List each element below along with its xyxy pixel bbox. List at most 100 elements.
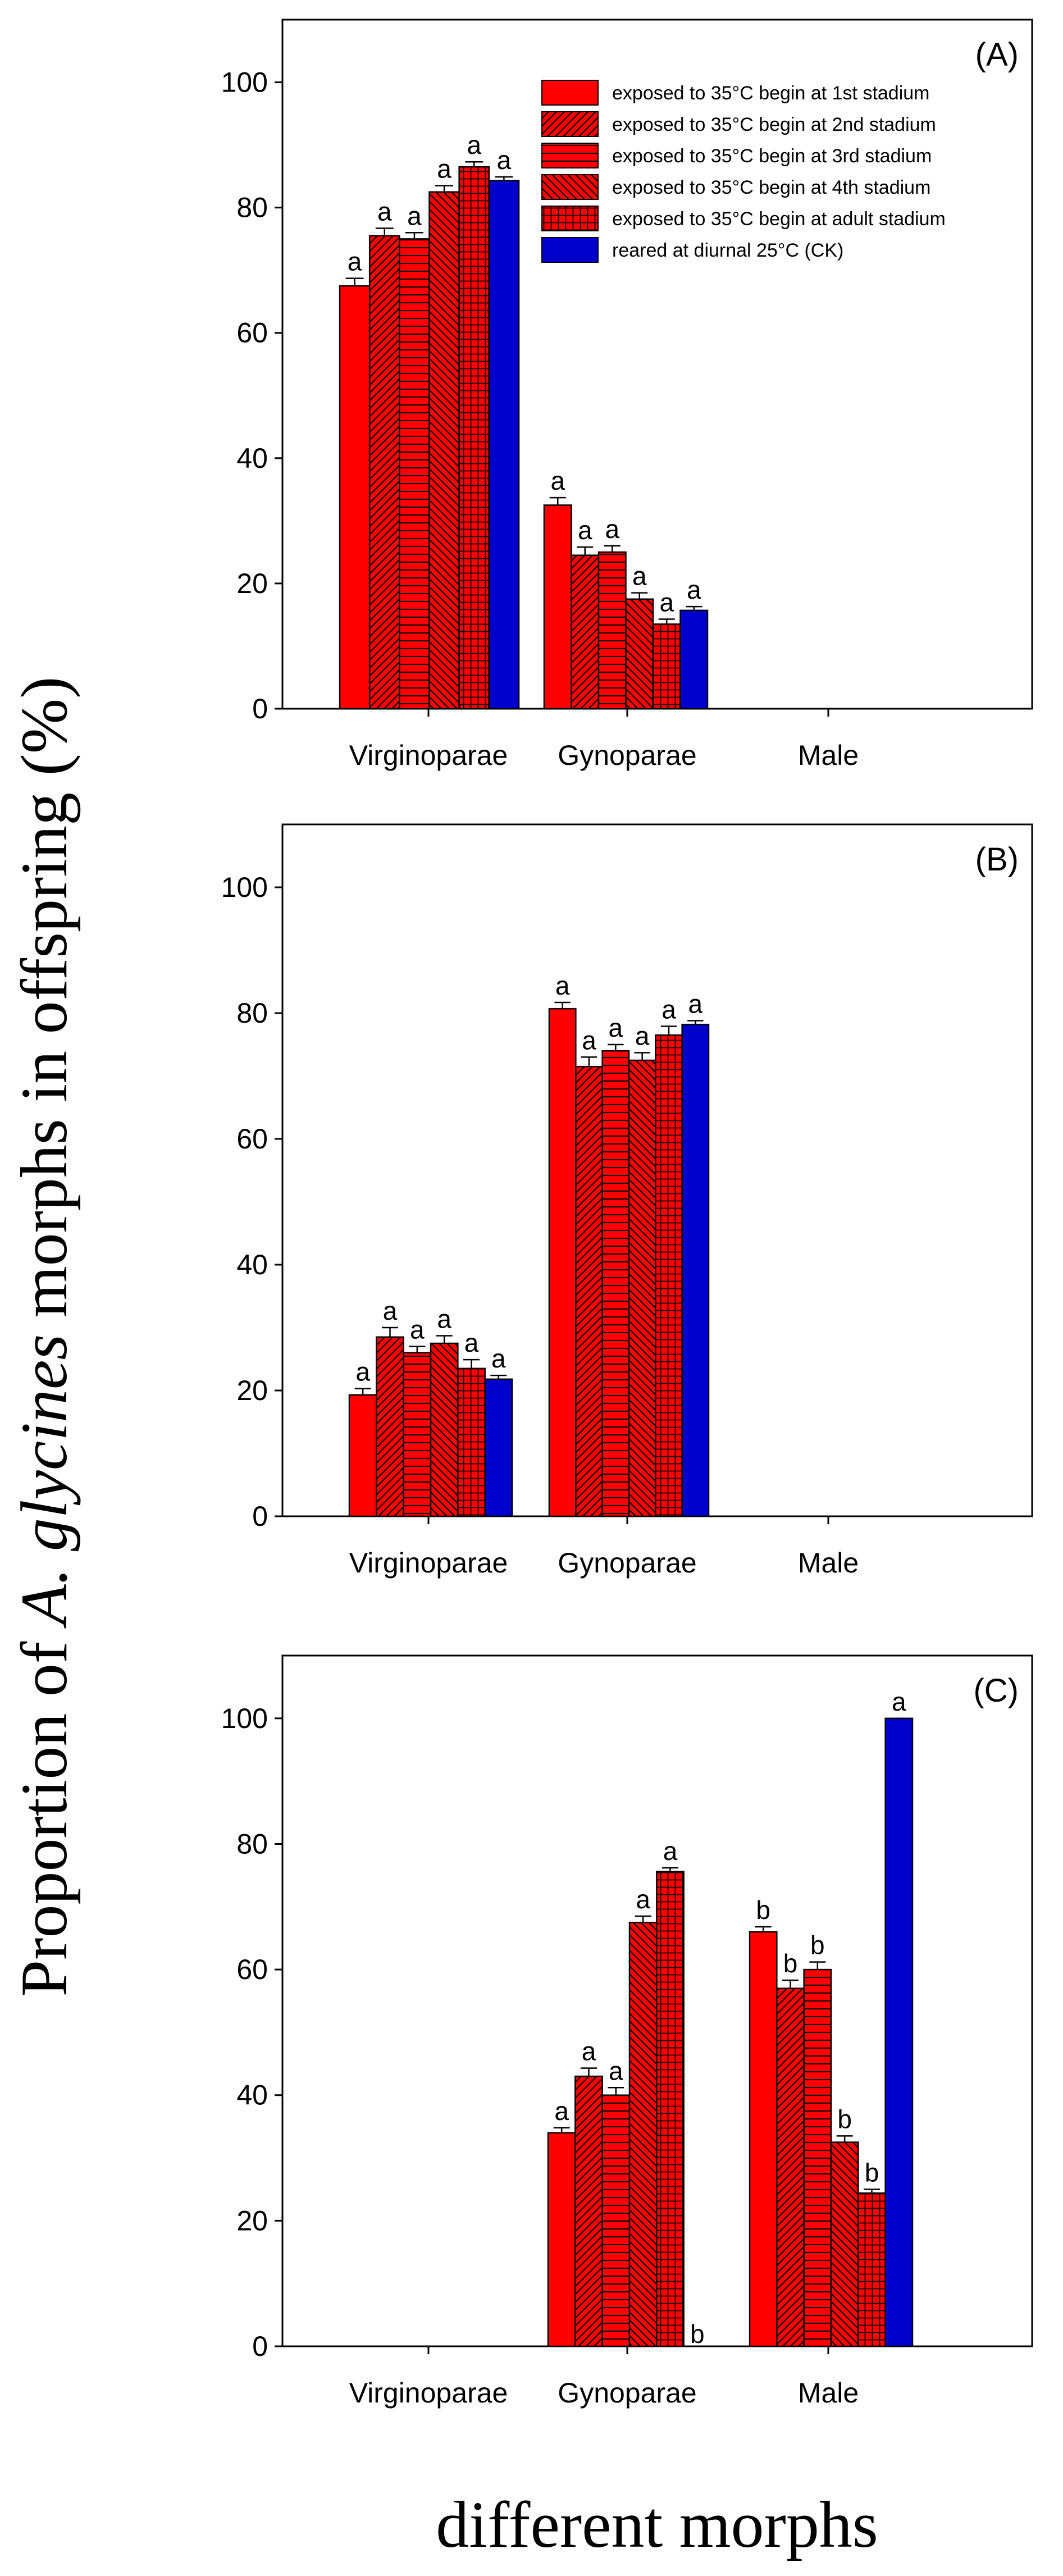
y-tick-label: 40 [236, 2080, 268, 2111]
bar [399, 238, 430, 710]
panel-label: (C) [973, 1672, 1019, 1709]
bar [548, 1007, 577, 1517]
significance-letter: b [810, 1931, 825, 1960]
significance-letter: a [464, 1328, 479, 1357]
bar [543, 504, 572, 710]
significance-letter: a [635, 1022, 650, 1051]
bar [458, 166, 490, 710]
y-axis-label-species: A. glycines [7, 1334, 81, 1629]
significance-letter: a [636, 1885, 650, 1914]
significance-letter: a [605, 514, 619, 544]
significance-letter: a [348, 247, 362, 276]
panel-label: (B) [975, 841, 1019, 878]
x-tick-label: Virginoparae [349, 740, 508, 771]
y-tick-label: 100 [221, 872, 268, 903]
bar [547, 2132, 576, 2347]
legend-swatch [541, 80, 599, 106]
significance-letter: a [377, 197, 392, 226]
significance-letter: b [756, 1895, 770, 1925]
legend: exposed to 35°C begin at 1st stadium expo… [541, 80, 946, 263]
bar [428, 191, 460, 710]
bar [681, 1023, 710, 1517]
bar [430, 1342, 459, 1517]
bar [628, 1059, 656, 1517]
x-tick-label: Male [798, 740, 859, 771]
significance-letter: a [383, 1296, 398, 1325]
significance-letter: a [687, 575, 701, 604]
x-tick-label: Virginoparae [349, 2377, 508, 2409]
significance-letter: b [690, 2319, 705, 2349]
bar [884, 1717, 914, 2347]
significance-letter: a [355, 1357, 370, 1387]
significance-letter: a [892, 1687, 906, 1716]
legend-label: exposed to 35°C begin at 4th stadium [612, 177, 930, 198]
significance-letter: a [497, 145, 512, 175]
legend-label: exposed to 35°C begin at 2nd stadium [612, 114, 936, 135]
y-tick-label: 20 [236, 1375, 268, 1406]
legend-swatch [541, 174, 599, 200]
y-axis-label-suffix: morphs in offspring (%) [7, 677, 81, 1334]
bar [857, 2192, 886, 2347]
significance-letter: a [661, 995, 676, 1024]
bar [601, 2094, 631, 2347]
y-tick-label: 60 [236, 1954, 268, 1985]
panel-c: 0 20 40 60 80 100 Virginoparae Gynoparae Male (C)… [221, 1654, 1033, 2409]
significance-letter: a [578, 516, 592, 545]
y-tick-label: 20 [236, 2205, 268, 2236]
y-axis-label: Proportion of A. glycines morphs in offs… [7, 677, 81, 1997]
bar [597, 551, 627, 710]
panel-label: (A) [975, 37, 1019, 73]
legend-label: exposed to 35°C begin at 1st stadium [612, 83, 930, 104]
significance-letter: a [582, 1025, 596, 1055]
bar [749, 1931, 778, 2347]
bar [656, 1871, 685, 2347]
bar [571, 554, 600, 710]
bar [628, 1921, 658, 2347]
y-tick-label: 0 [252, 2331, 268, 2362]
y-tick-label: 20 [236, 568, 268, 599]
significance-letter: a [467, 130, 481, 159]
y-tick-label: 80 [236, 1828, 268, 1859]
significance-letter: a [550, 466, 565, 495]
bar [679, 609, 709, 710]
significance-letter: a [663, 1836, 678, 1866]
x-tick-label: Male [798, 2377, 859, 2409]
bar [368, 235, 400, 710]
bar [625, 598, 654, 710]
legend-swatch [541, 237, 599, 263]
significance-letter: a [688, 989, 703, 1018]
bar [655, 1034, 683, 1517]
y-tick-label: 40 [236, 443, 268, 474]
legend-label: reared at diurnal 25°C (CK) [612, 240, 843, 261]
bar [830, 2141, 859, 2347]
bar [575, 1065, 603, 1517]
significance-letter: a [437, 154, 451, 184]
significance-letter: a [407, 201, 422, 230]
panel-a: 0 20 40 60 80 100 Virginoparae Gynoparae Male (A)… [221, 19, 1033, 771]
legend-swatch [541, 143, 599, 168]
y-axis-label-prefix: Proportion of [7, 1625, 81, 1996]
bar [484, 1378, 513, 1517]
legend-label: exposed to 35°C begin at 3rd stadium [612, 145, 932, 167]
significance-letter: a [659, 587, 674, 617]
bar [601, 1050, 630, 1517]
bar [376, 1336, 404, 1517]
significance-letter: a [491, 1344, 506, 1373]
bar [803, 1968, 832, 2347]
bar [652, 623, 681, 710]
legend-label: exposed to 35°C begin at adult stadium [612, 208, 946, 230]
x-tick-label: Gynoparae [558, 740, 696, 771]
significance-letter: b [783, 1949, 798, 1978]
y-tick-label: 0 [252, 693, 268, 724]
significance-letter: b [865, 2158, 879, 2187]
significance-letter: a [582, 2037, 596, 2066]
y-tick-label: 40 [236, 1249, 268, 1280]
bar [776, 1987, 805, 2347]
y-tick-label: 100 [221, 67, 268, 98]
y-tick-label: 80 [236, 997, 268, 1029]
chart-panels: 0 20 40 60 80 100 Virginoparae Gynoparae Male (A)… [221, 19, 1033, 2409]
x-tick-label: Virginoparae [349, 1547, 508, 1579]
bar [348, 1394, 377, 1517]
